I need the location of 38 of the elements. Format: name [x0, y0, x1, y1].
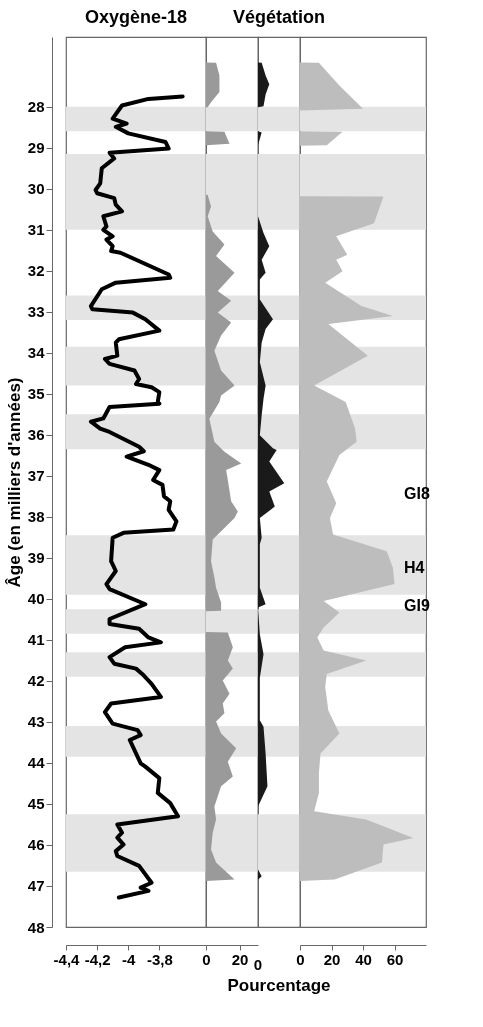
- y-tick-label: 42: [27, 672, 45, 690]
- chart-title: Oxygène-18: [84, 7, 188, 27]
- y-tick-label: 41: [27, 631, 45, 649]
- x-tick-label: -3,8: [146, 950, 173, 968]
- x-tick-label: 40: [355, 950, 372, 968]
- y-tick-label: 29: [27, 139, 45, 157]
- y-axis-title: Âge (en milliers d'années): [4, 377, 24, 588]
- x-tick-label: 0: [202, 950, 211, 968]
- y-tick-label: 38: [27, 508, 45, 526]
- y-tick-label: 30: [27, 180, 45, 198]
- x-tick-label: 20: [231, 950, 249, 968]
- y-tick-label: 33: [27, 303, 45, 321]
- y-tick-label: 35: [27, 385, 45, 403]
- annotation: GI8: [404, 485, 430, 503]
- x-tick-label: -4,4: [53, 950, 81, 968]
- y-tick-label: 43: [27, 713, 45, 731]
- annotation: H4: [404, 559, 425, 577]
- y-tick-label: 34: [27, 344, 46, 362]
- x-tick-label: -4: [122, 950, 137, 968]
- y-tick-label: 28: [27, 98, 45, 116]
- y-tick-label: 40: [27, 590, 45, 608]
- x-tick-label: -4,2: [84, 950, 111, 968]
- x-axis-title: Pourcentage: [227, 976, 331, 995]
- y-tick-label: 36: [27, 426, 45, 444]
- y-tick-label: 39: [27, 549, 45, 567]
- x-tick-label: 60: [386, 950, 404, 968]
- y-tick-label: 32: [27, 262, 45, 280]
- x-tick-label: 20: [323, 950, 341, 968]
- y-tick-label: 44: [27, 754, 46, 772]
- y-tick-label: 31: [27, 221, 45, 239]
- y-tick-label: 45: [27, 795, 45, 813]
- y-tick-label: 47: [27, 877, 45, 895]
- y-tick-label: 48: [27, 918, 45, 936]
- y-tick-label: 37: [27, 467, 45, 485]
- annotation: GI9: [404, 596, 430, 614]
- chart-title: Végétation: [232, 7, 326, 27]
- x-tick-label: 0: [296, 950, 305, 968]
- y-tick-label: 46: [27, 836, 45, 854]
